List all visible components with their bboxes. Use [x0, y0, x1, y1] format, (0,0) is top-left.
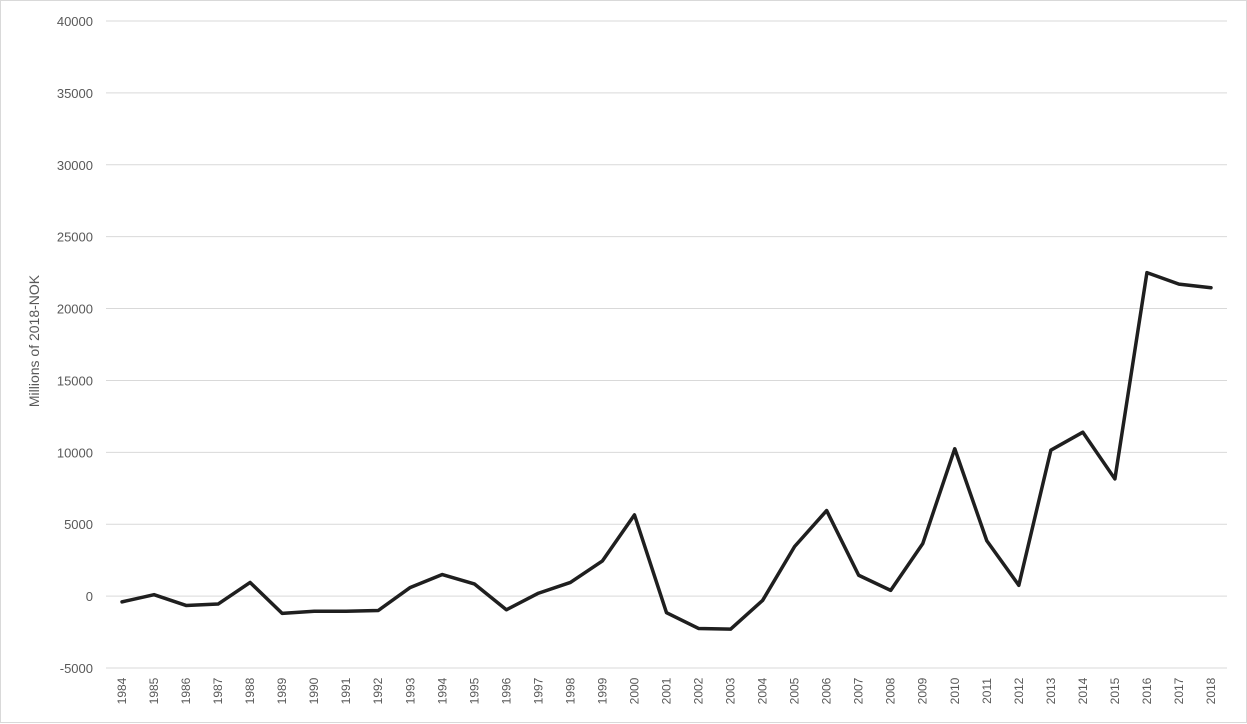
grid-lines — [106, 20, 1227, 669]
y-tick-label: 5000 — [64, 517, 93, 532]
y-axis-title: Millions of 2018-NOK — [26, 274, 42, 407]
x-tick-label: 1995 — [467, 677, 481, 704]
x-tick-label: 1994 — [435, 677, 449, 704]
x-tick-label: 1999 — [595, 677, 609, 704]
x-tick-label: 2006 — [820, 677, 834, 704]
x-tick-label: 1988 — [243, 677, 257, 704]
x-tick-label: 2014 — [1076, 677, 1090, 704]
series-line — [120, 270, 1213, 631]
x-tick-label: 2015 — [1108, 677, 1122, 704]
x-tick-label: 2004 — [756, 677, 770, 704]
x-tick-label: 2005 — [788, 677, 802, 704]
x-tick-label: 2018 — [1204, 677, 1218, 704]
x-tick-label: 2013 — [1044, 677, 1058, 704]
x-tick-label: 2011 — [980, 678, 994, 704]
x-tick-label: 1985 — [147, 677, 161, 704]
x-tick-label: 2000 — [627, 677, 641, 704]
y-tick-label: 0 — [86, 589, 93, 604]
x-tick-label: 2012 — [1012, 677, 1026, 704]
x-tick-label: 1992 — [371, 677, 385, 704]
y-tick-label: -5000 — [60, 661, 93, 676]
x-axis-ticks: 1984 1985 1986 1987 1988 1989 1990 1991 1992 1993… — [115, 677, 1218, 704]
x-tick-label: 1997 — [531, 677, 545, 704]
x-tick-label: 1986 — [179, 677, 193, 704]
y-tick-label: 35000 — [57, 86, 93, 101]
x-tick-label: 2002 — [692, 677, 706, 704]
x-tick-label: 1993 — [403, 677, 417, 704]
x-tick-label: 1984 — [115, 677, 129, 704]
y-tick-label: 40000 — [57, 14, 93, 29]
x-tick-label: 2017 — [1172, 677, 1186, 704]
y-tick-label: 30000 — [57, 158, 93, 173]
x-tick-label: 1990 — [307, 677, 321, 704]
x-tick-label: 2007 — [852, 677, 866, 704]
x-tick-label: 2008 — [884, 677, 898, 704]
y-tick-label: 25000 — [57, 230, 93, 245]
x-tick-label: 1991 — [339, 677, 353, 704]
x-tick-label: 2003 — [724, 677, 738, 704]
x-tick-label: 2016 — [1140, 677, 1154, 704]
x-tick-label: 1998 — [563, 677, 577, 704]
y-tick-label: 15000 — [57, 373, 93, 388]
x-tick-label: 2010 — [948, 677, 962, 704]
x-tick-label: 1989 — [275, 677, 289, 704]
y-tick-label: 20000 — [57, 302, 93, 317]
x-tick-label: 1987 — [211, 677, 225, 704]
x-tick-label: 2009 — [916, 677, 930, 704]
y-axis-ticks: -5000 0 5000 10000 15000 20000 25000 30000 35000… — [57, 14, 93, 676]
y-tick-label: 10000 — [57, 445, 93, 460]
x-tick-label: 2001 — [660, 677, 674, 704]
x-tick-label: 1996 — [499, 677, 513, 704]
